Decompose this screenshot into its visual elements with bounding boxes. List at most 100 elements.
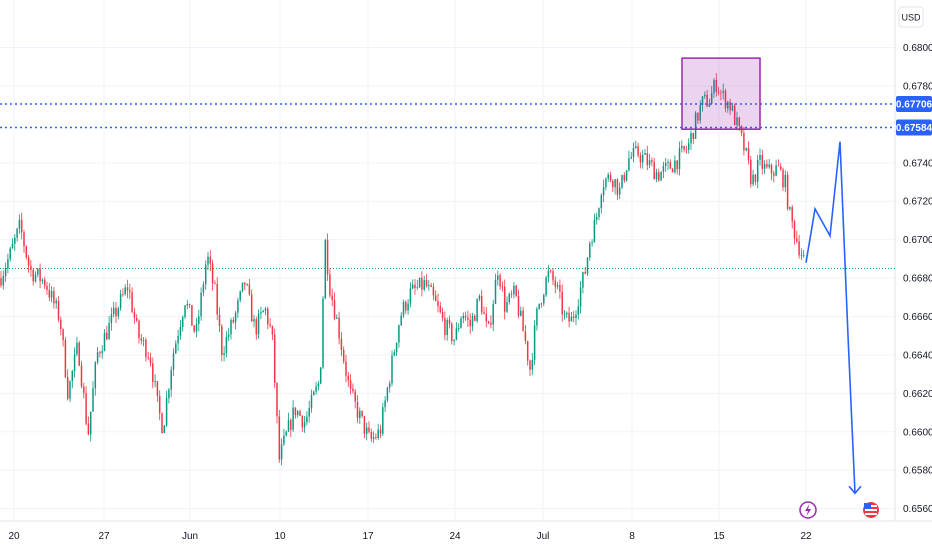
candle-body: [393, 352, 396, 356]
candle-body: [632, 147, 635, 157]
candle-body: [377, 429, 379, 438]
candle-body: [522, 310, 524, 332]
candle-body: [421, 277, 423, 290]
candle-body: [347, 375, 350, 381]
candle-body: [225, 336, 228, 354]
candle-body: [687, 143, 690, 150]
candle-body: [310, 394, 313, 409]
candle-body: [731, 105, 734, 111]
candle-body: [446, 319, 448, 336]
candle-body: [418, 277, 421, 288]
candle-body: [313, 391, 315, 395]
candle-body: [600, 195, 603, 209]
time-tick-label: 15: [713, 531, 725, 542]
projection-line: [805, 141, 856, 494]
candle-body: [503, 286, 506, 312]
candle-body: [78, 342, 80, 366]
candle-body: [432, 286, 435, 296]
candle-body: [260, 312, 262, 314]
candle-body: [655, 172, 658, 180]
candle-body: [32, 269, 34, 282]
candle-body: [531, 359, 534, 370]
candle-body: [9, 248, 11, 260]
candle-body: [122, 293, 124, 295]
candle-body: [694, 112, 697, 139]
candle-body: [129, 290, 131, 293]
candle-body: [239, 291, 241, 301]
candle-body: [117, 308, 120, 317]
candle-body: [630, 156, 632, 159]
candle-body: [761, 154, 764, 169]
time-tick-label: 10: [274, 531, 286, 542]
candle-body: [172, 353, 175, 370]
candle-body: [234, 312, 237, 323]
candle-body: [524, 331, 527, 342]
candle-body: [181, 317, 184, 327]
candle-body: [648, 160, 651, 166]
candle-body: [743, 132, 745, 151]
candle-body: [710, 93, 713, 104]
candle-body: [750, 159, 752, 185]
candle-body: [285, 431, 287, 436]
candle-body: [382, 407, 384, 434]
candle-body: [175, 343, 177, 354]
candle-body: [786, 174, 789, 209]
candle-body: [363, 416, 366, 434]
candle-body: [386, 387, 389, 401]
candle-body: [660, 171, 662, 181]
candle-body: [589, 243, 591, 258]
candle-body: [759, 154, 761, 160]
time-axis[interactable]: 20 27 Jun 10 17 24 Jul 8 15 22: [8, 531, 812, 542]
candle-body: [214, 283, 216, 284]
candle-body: [209, 256, 212, 264]
candle-body: [301, 415, 304, 428]
currency-button[interactable]: USD: [898, 6, 924, 28]
candle-body: [361, 410, 363, 417]
candle-body: [681, 146, 683, 149]
time-tick-label: Jul: [537, 531, 550, 542]
candle-body: [384, 400, 386, 408]
candle-body: [89, 411, 92, 435]
candle-body: [674, 160, 676, 173]
candle-body: [253, 319, 255, 322]
candle-body: [71, 370, 74, 382]
candle-body: [483, 312, 485, 315]
candle-body: [37, 268, 39, 275]
candle-body: [101, 351, 103, 354]
candle-body: [579, 287, 582, 307]
candle-body: [416, 287, 419, 289]
candle-body: [193, 325, 195, 332]
candle-body: [669, 162, 672, 169]
candle-body: [99, 352, 101, 354]
candle-body: [777, 165, 780, 167]
lightning-event-icon[interactable]: [799, 501, 817, 519]
candle-body: [73, 354, 76, 371]
candle-body: [34, 274, 37, 282]
horizontal-price-lines[interactable]: 0.67706 0.67584: [0, 96, 932, 136]
candle-body: [108, 323, 110, 340]
candle-body: [41, 279, 44, 282]
projection-path[interactable]: [805, 141, 862, 495]
candle-body: [368, 427, 370, 432]
candle-body: [715, 80, 718, 92]
candle-body: [188, 304, 191, 306]
candle-body: [87, 423, 90, 435]
candle-body: [156, 381, 159, 396]
candle-body: [474, 316, 476, 321]
candle-body: [278, 416, 281, 460]
candle-body: [257, 313, 260, 335]
candle-body: [202, 284, 205, 293]
candle-body: [147, 357, 149, 359]
candle-body: [131, 292, 133, 313]
candle-body: [149, 357, 152, 364]
candle-body: [322, 298, 324, 368]
time-tick-label: Jun: [182, 531, 198, 542]
candle-body: [349, 380, 352, 389]
highlight-box[interactable]: [681, 57, 761, 130]
us-flag-event-icon[interactable]: [863, 502, 879, 518]
